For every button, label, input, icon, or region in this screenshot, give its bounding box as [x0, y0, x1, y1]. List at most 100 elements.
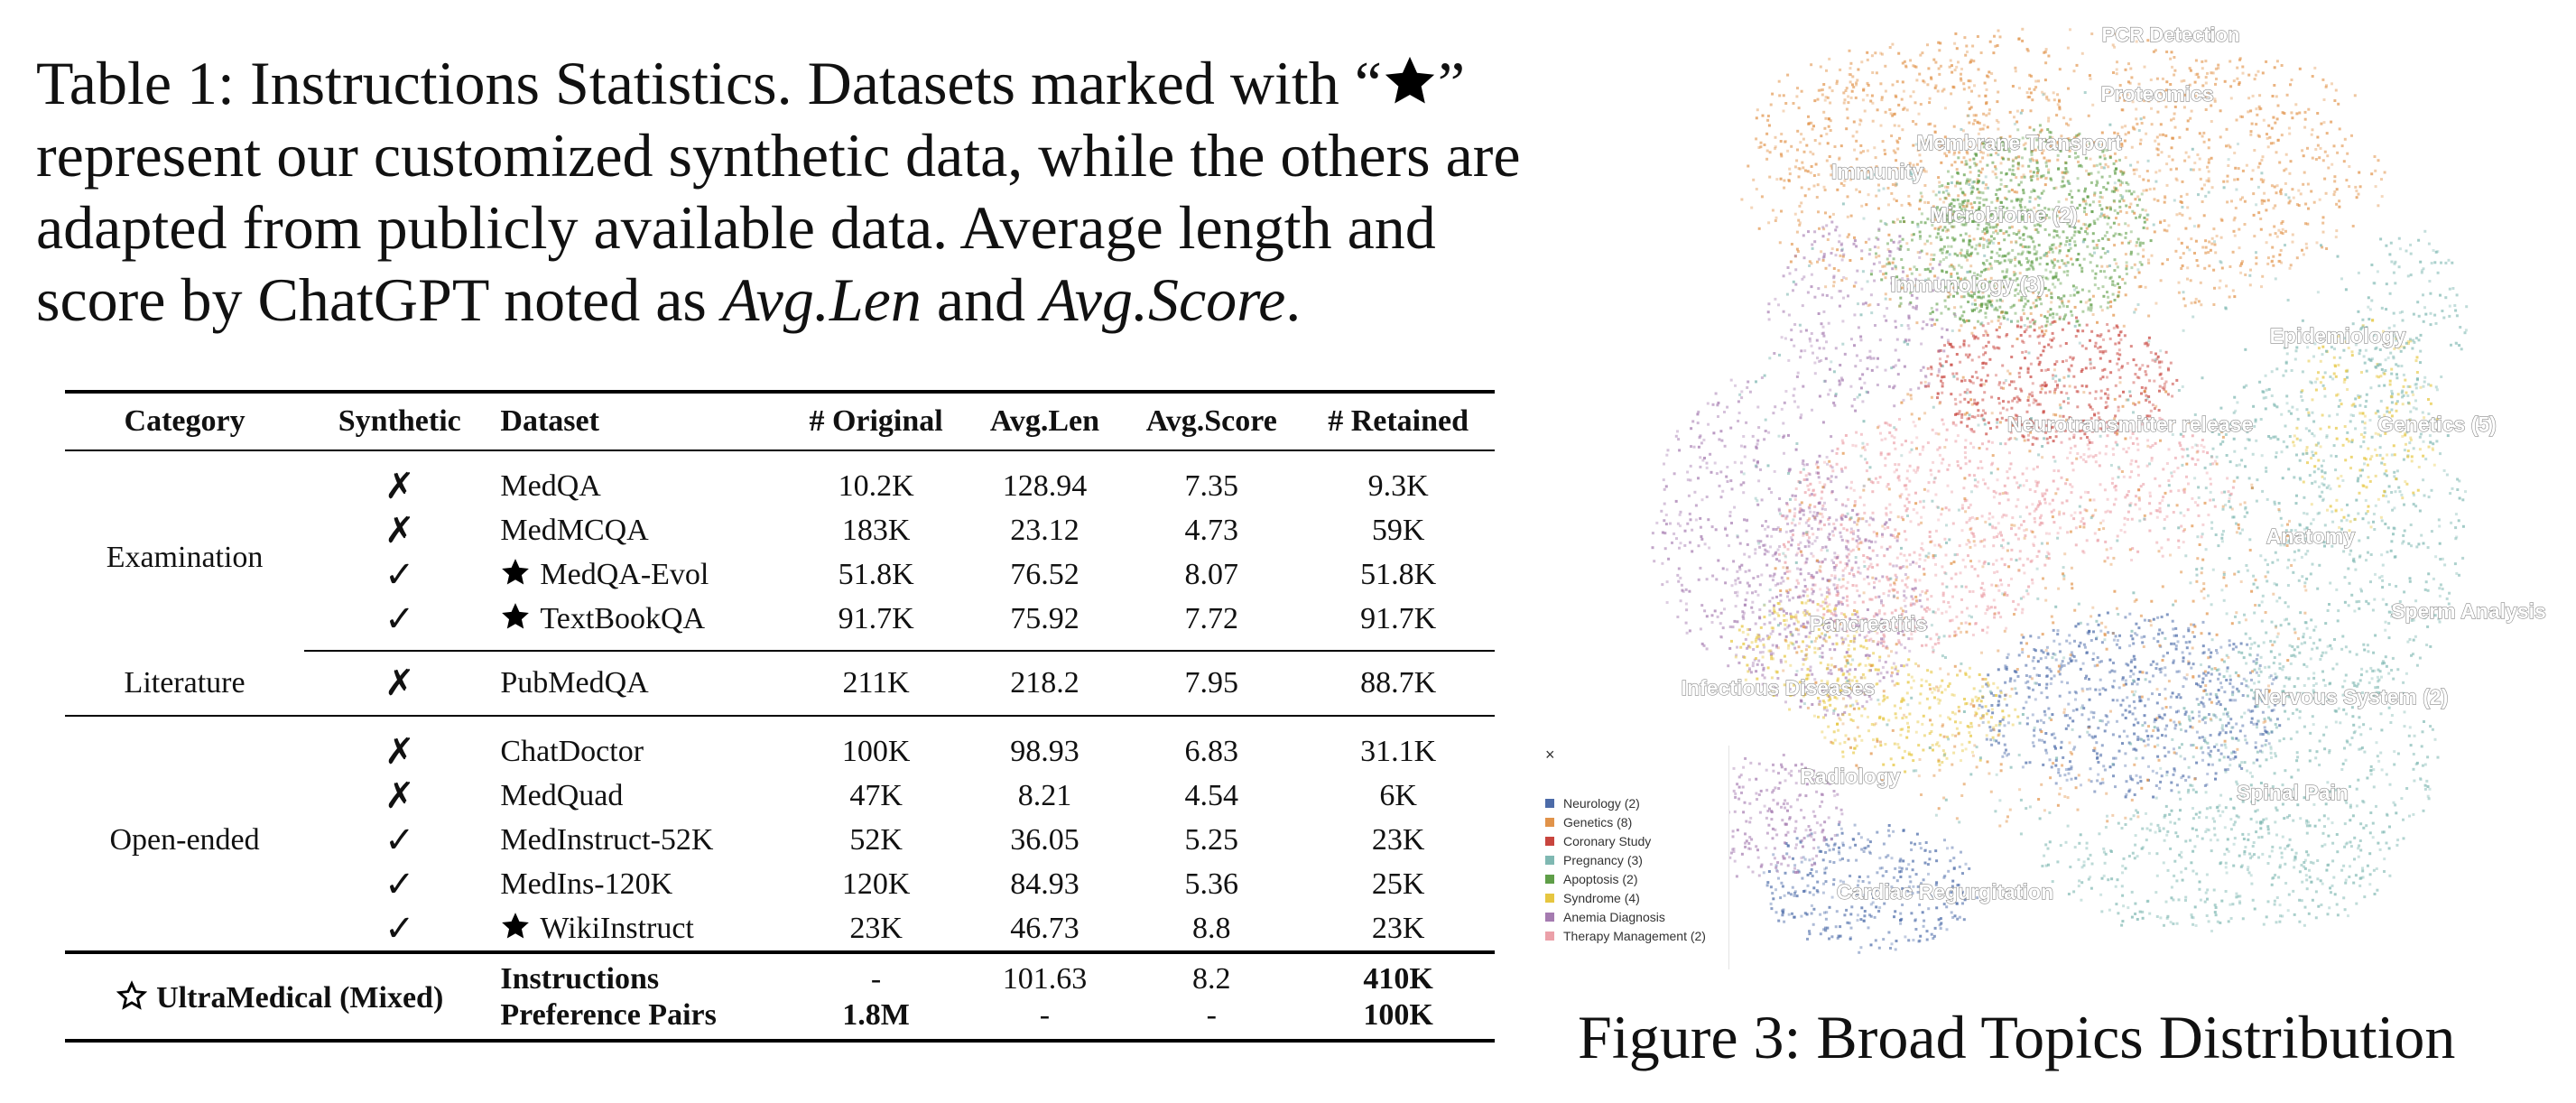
topic-label: Spinal Pain: [2237, 781, 2349, 804]
topics-legend: × Neurology (2) Genetics (8) Coronary Stud…: [1534, 746, 1729, 969]
topic-label: Cardiac Regurgitation: [1837, 880, 2053, 904]
legend-item[interactable]: Anemia Diagnosis: [1545, 908, 1706, 927]
avg-score-cell: 8.8: [1192, 911, 1231, 945]
legend-close-icon[interactable]: ×: [1545, 746, 1555, 764]
topic-label: Nervous System (2): [2255, 685, 2449, 709]
dataset-cell: MedMCQA: [495, 508, 783, 552]
synthetic-mark: ✓: [385, 863, 415, 905]
dataset-name: MedInstruct-52K: [500, 822, 714, 857]
legend-label: Pregnancy (3): [1563, 853, 1643, 867]
dataset-name: ChatDoctor: [500, 734, 644, 768]
topic-label: Neurotransmitter release: [2007, 412, 2253, 436]
legend-item[interactable]: Therapy Management (2): [1545, 927, 1706, 946]
avg-len-cell: 46.73: [1010, 911, 1080, 945]
summary-label: UltraMedical (Mixed): [156, 980, 444, 1015]
legend-item[interactable]: Genetics (8): [1545, 813, 1706, 832]
summary-instructions-avg-len: 101.63: [1002, 962, 1088, 996]
topic-label: Radiology: [1800, 765, 1900, 788]
topic-label: Microbiome (2): [1930, 203, 2078, 227]
avg-len-cell: 218.2: [968, 651, 1122, 717]
table-row: ✓ MedQA-Evol 51.8K 76.52 8.07 51.8K: [65, 552, 1495, 597]
dataset-name: MedQA-Evol: [540, 558, 709, 591]
dataset-name: MedQA: [500, 468, 601, 503]
table-row: Open-ended ✗ ChatDoctor 100K 98.93 6.83 31.1K: [65, 716, 1495, 857]
dataset-name: MedQuad: [500, 778, 624, 812]
category-cell: Open-ended: [109, 822, 260, 857]
synthetic-mark: ✗: [304, 651, 496, 717]
legend-swatch: [1545, 856, 1554, 865]
table-header-row: Category Synthetic Dataset # Original Av…: [65, 390, 1495, 451]
legend-swatch: [1545, 894, 1554, 903]
original-cell: 91.7K: [783, 597, 968, 652]
topic-label: Anatomy: [2266, 524, 2356, 548]
header-category: Category: [65, 390, 305, 451]
synthetic-mark: ✗: [385, 730, 415, 773]
synthetic-mark: ✓: [385, 819, 415, 861]
legend-item[interactable]: Syndrome (4): [1545, 889, 1706, 908]
header-avg-len: Avg.Len: [968, 390, 1122, 451]
avg-len-cell: 8.21: [1017, 778, 1072, 812]
category-cell: Literature: [65, 651, 305, 717]
dataset-cell: MedQA: [495, 450, 783, 508]
star-icon: [500, 601, 531, 632]
summary-avg-len-cell: 101.63-: [968, 952, 1122, 1043]
dataset-cell: MedQA-Evol: [495, 552, 783, 597]
synthetic-mark: ✓: [304, 597, 496, 652]
legend-swatch: [1545, 818, 1554, 827]
table-caption: Table 1: Instructions Statistics. Datase…: [36, 47, 1552, 336]
legend-item[interactable]: Pregnancy (3): [1545, 851, 1706, 870]
legend-swatch: [1545, 799, 1554, 808]
table-row: ✓ MedInstruct-52K 52K 36.05 5.25 23K: [65, 818, 1495, 862]
topic-label: Membrane Transport: [1916, 131, 2122, 154]
retained-cell: 25K: [1371, 867, 1425, 901]
avg-len-cell: 128.94: [1002, 468, 1088, 503]
avg-len-cell: 23.12: [1010, 513, 1080, 547]
synthetic-mark: ✗: [385, 774, 415, 817]
category-cell: Examination: [106, 540, 264, 574]
original-cell: 47K: [849, 778, 903, 812]
avg-score-cell: 7.72: [1121, 597, 1302, 652]
retained-cell: 31.1K: [1360, 734, 1437, 768]
topic-label: PCR Detection: [2102, 23, 2240, 46]
topic-label: Genetics (5): [2377, 412, 2497, 436]
retained-cell: 9.3K: [1367, 468, 1429, 503]
legend-item[interactable]: Apoptosis (2): [1545, 870, 1706, 889]
synthetic-mark: ✓: [385, 907, 415, 950]
avg-len-cell: 98.93: [1010, 734, 1080, 768]
figure-caption: Figure 3: Broad Topics Distribution: [1578, 1003, 2456, 1071]
caption-text-end: .: [1285, 265, 1302, 334]
legend-item[interactable]: Coronary Study: [1545, 832, 1706, 851]
legend-item[interactable]: Neurology (2): [1545, 794, 1706, 813]
topic-label: Epidemiology: [2270, 324, 2406, 348]
dataset-name: MedMCQA: [500, 513, 649, 547]
original-cell: 51.8K: [838, 557, 914, 591]
dataset-cell: WikiInstruct: [495, 906, 783, 952]
table-row: ✓ TextBookQA 91.7K 75.92 7.72 91.7K: [65, 597, 1495, 652]
legend-swatch: [1545, 932, 1554, 941]
summary-pairs-avg-len: -: [1039, 998, 1051, 1032]
table-row: Literature ✗ PubMedQA 211K 218.2 7.95 88.7K: [65, 651, 1495, 717]
summary-instructions-retained: 410K: [1363, 962, 1433, 996]
star-icon: [500, 557, 531, 588]
retained-cell: 51.8K: [1360, 557, 1437, 591]
topic-label: Infectious Diseases: [1682, 676, 1876, 700]
avg-score-cell: 7.95: [1121, 651, 1302, 717]
summary-pairs-original: 1.8M: [842, 998, 910, 1032]
header-dataset: Dataset: [495, 390, 784, 451]
legend-label: Neurology (2): [1563, 796, 1640, 811]
summary-instructions-avg-score: 8.2: [1192, 962, 1231, 996]
dataset-name: WikiInstruct: [540, 912, 694, 945]
summary-original-cell: -1.8M: [783, 952, 968, 1043]
legend-label: Anemia Diagnosis: [1563, 910, 1665, 924]
retained-cell: 6K: [1379, 778, 1417, 812]
summary-instructions-label: Instructions: [500, 962, 660, 996]
legend-label: Apoptosis (2): [1563, 872, 1638, 886]
dataset-cell: PubMedQA: [495, 651, 784, 717]
retained-cell: 59K: [1371, 513, 1425, 547]
topic-label: Pancreatitis: [1810, 612, 1927, 635]
caption-text-prefix: Table 1: Instructions Statistics. Datase…: [36, 49, 1382, 117]
original-cell: 10.2K: [838, 468, 914, 503]
original-cell: 120K: [841, 867, 911, 901]
star-icon: [500, 911, 531, 941]
legend-label: Coronary Study: [1563, 834, 1652, 848]
